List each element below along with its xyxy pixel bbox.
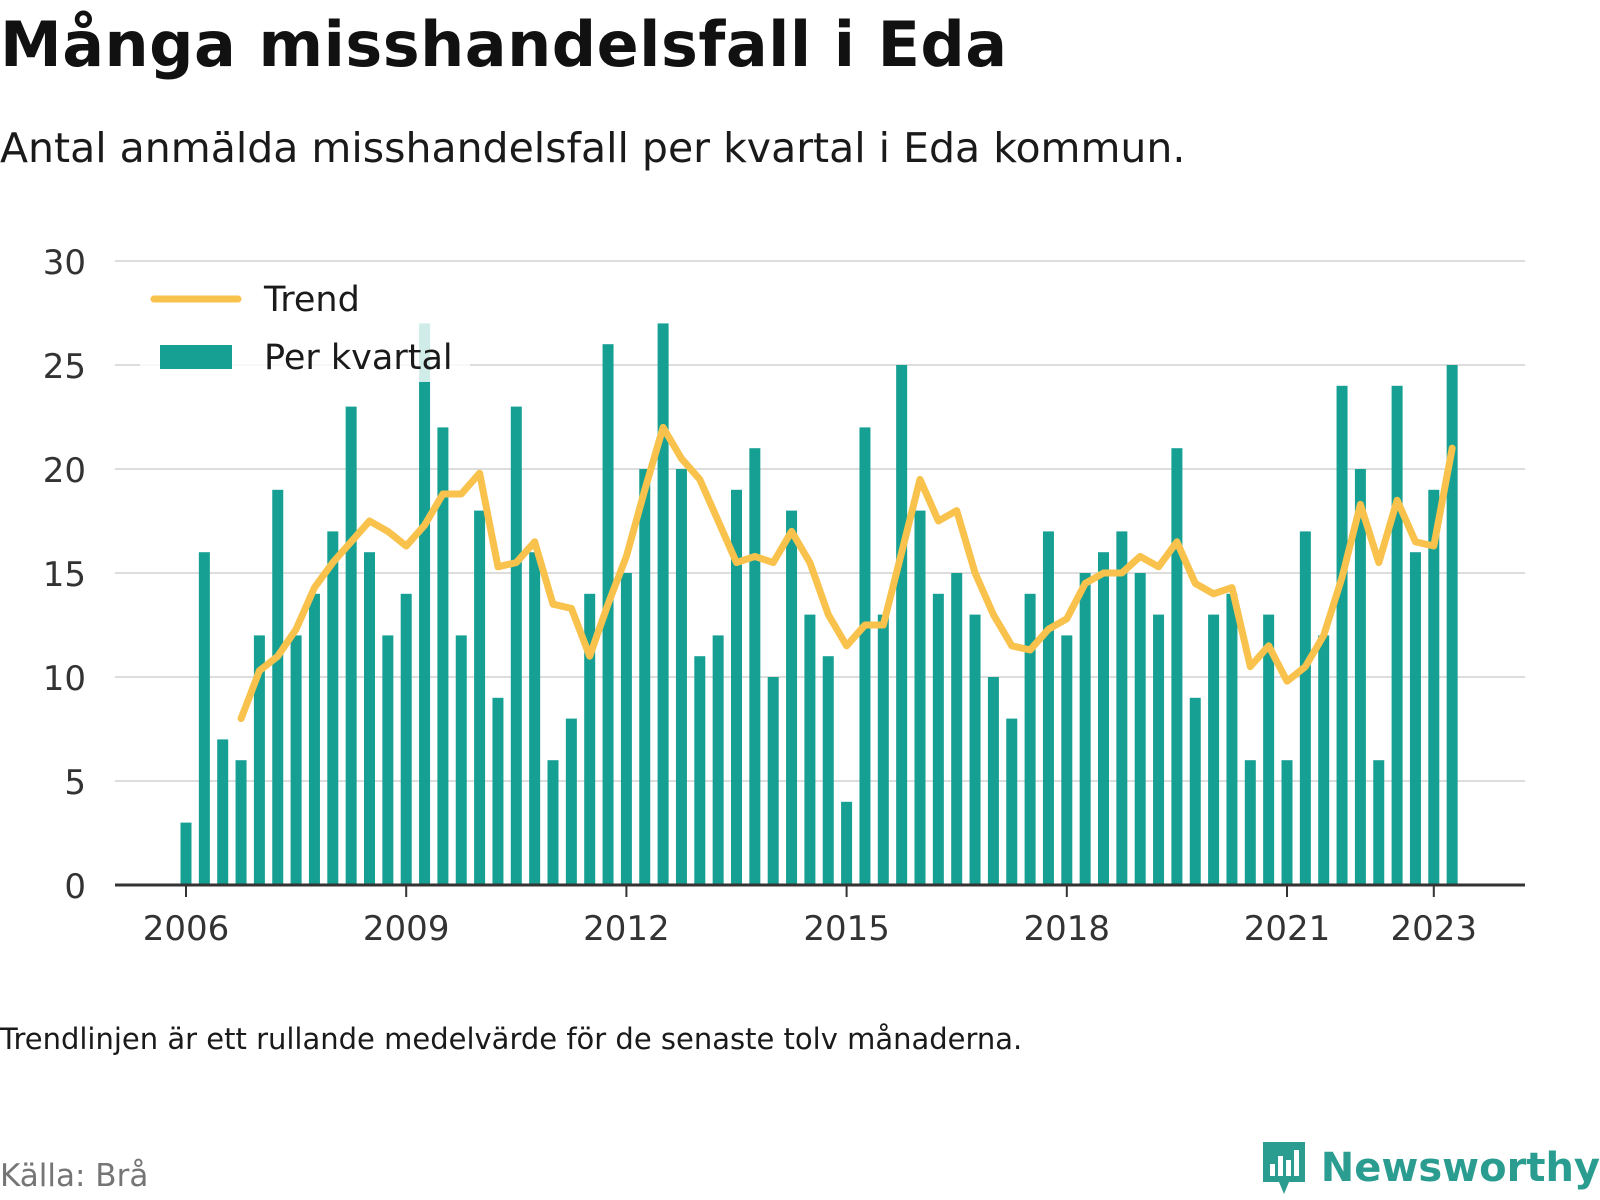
bar — [308, 593, 320, 885]
bar — [180, 822, 192, 885]
bar — [364, 552, 375, 885]
bar — [1024, 593, 1036, 885]
bar — [731, 489, 742, 885]
bar — [1226, 593, 1238, 885]
chart-title: Många misshandelsfall i Eda — [0, 8, 1008, 81]
legend-bars-label: Per kvartal — [264, 338, 453, 378]
bar — [455, 635, 467, 885]
bar — [914, 510, 926, 885]
legend-bars-swatch — [160, 345, 232, 369]
bar — [1061, 635, 1073, 885]
bar — [1079, 573, 1091, 885]
bar — [565, 718, 577, 885]
newsworthy-logo: Newsworthy — [1259, 1138, 1600, 1198]
bar — [1391, 385, 1403, 885]
bar — [767, 677, 779, 885]
y-tick-label: 0 — [64, 867, 86, 907]
x-tick-label: 2021 — [1244, 909, 1331, 949]
chart-note: Trendlinjen är ett rullande medelvärde f… — [0, 1022, 1023, 1056]
bar — [1446, 365, 1458, 885]
legend: Trend Per kvartal — [140, 272, 470, 382]
bar — [217, 739, 229, 885]
trend-series — [237, 423, 1456, 723]
y-tick-label: 30 — [43, 243, 86, 283]
x-tick-label: 2018 — [1024, 909, 1111, 949]
bar — [1171, 448, 1183, 885]
x-tick-label: 2009 — [363, 909, 450, 949]
axes: 0 5 10 15 20 25 30 2006 2009 2012 2015 2018 2021 2023 — [43, 243, 1525, 949]
chart-speech-bubble-icon — [1262, 1142, 1305, 1194]
bar — [382, 635, 394, 885]
bar — [712, 635, 724, 885]
bar — [1428, 489, 1440, 885]
y-tick-label: 20 — [43, 451, 86, 491]
bar — [474, 510, 486, 885]
trend-line — [237, 423, 1456, 723]
bar — [951, 573, 963, 885]
bar — [1042, 531, 1054, 885]
bar — [804, 614, 816, 885]
legend-trend-label: Trend — [263, 280, 360, 320]
bar — [1263, 614, 1275, 885]
y-tick-label: 5 — [64, 763, 86, 803]
bar — [786, 510, 798, 885]
y-tick-label: 25 — [43, 347, 86, 387]
bar-chart: Trend Per kvartal 0 5 10 15 20 25 30 2006 2009 20… — [43, 243, 1525, 949]
bar — [510, 406, 522, 885]
bar — [675, 469, 687, 885]
bar — [987, 677, 999, 885]
bar — [1336, 385, 1348, 885]
bar — [1208, 614, 1220, 885]
bar — [1281, 760, 1293, 885]
bar — [253, 635, 265, 885]
y-tick-label: 15 — [43, 555, 86, 595]
bar — [1318, 635, 1330, 885]
bar — [969, 614, 981, 885]
x-tick-label: 2015 — [803, 909, 890, 949]
bar — [1409, 552, 1421, 885]
x-tick-label: 2023 — [1391, 909, 1478, 949]
bar — [1006, 718, 1018, 885]
bar — [327, 531, 339, 885]
bar — [1153, 614, 1165, 885]
bar — [1244, 760, 1256, 885]
bar — [290, 635, 302, 885]
bar — [529, 552, 541, 885]
bar — [1098, 552, 1109, 885]
bar — [1116, 531, 1128, 885]
bar — [1299, 531, 1311, 885]
bar — [272, 489, 284, 885]
bar — [492, 697, 504, 885]
bar — [437, 427, 449, 885]
bar — [639, 469, 651, 885]
logo-text: Newsworthy — [1320, 1145, 1600, 1191]
bar — [345, 406, 357, 885]
bar — [822, 656, 834, 885]
bar — [620, 573, 632, 885]
bar — [877, 614, 889, 885]
bar — [1354, 469, 1366, 885]
source-label: Källa: Brå — [0, 1158, 149, 1194]
bar — [198, 552, 210, 885]
bar — [1134, 573, 1146, 885]
bar — [1189, 697, 1201, 885]
bar — [419, 323, 431, 885]
bar — [896, 365, 908, 885]
bar-series — [180, 323, 1458, 885]
bar — [400, 593, 412, 885]
bar — [547, 760, 559, 885]
bar — [841, 801, 853, 885]
chart-subtitle: Antal anmälda misshandelsfall per kvarta… — [0, 124, 1186, 172]
x-tick-label: 2006 — [143, 909, 230, 949]
bar — [584, 593, 596, 885]
x-tick-label: 2012 — [583, 909, 670, 949]
bar — [657, 323, 669, 885]
bar — [1373, 760, 1385, 885]
bar — [694, 656, 706, 885]
bar — [932, 593, 944, 885]
y-tick-label: 10 — [43, 659, 86, 699]
bar — [859, 427, 871, 885]
bar — [235, 760, 247, 885]
bar — [749, 448, 761, 885]
